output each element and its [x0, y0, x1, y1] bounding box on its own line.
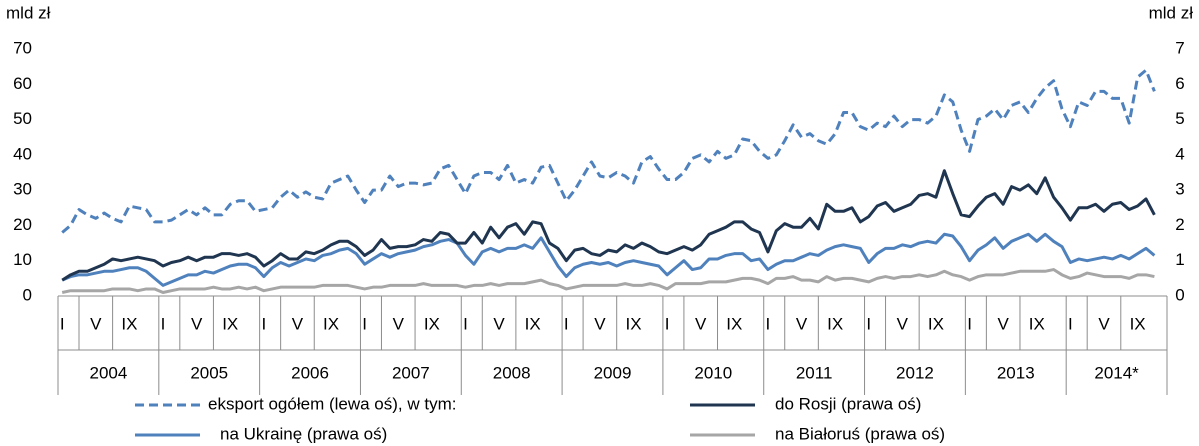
x-tick-label: V — [292, 314, 304, 333]
y-axis-label: mld zł — [6, 3, 51, 22]
x-tick-label: V — [695, 314, 707, 333]
y-tick-label: 50 — [13, 109, 32, 128]
x-tick-label: V — [997, 314, 1009, 333]
y-tick-label: 30 — [13, 180, 32, 199]
x-tick-label: V — [796, 314, 808, 333]
legend-label: na Białoruś (prawa oś) — [775, 424, 945, 443]
x-tick-label: IX — [525, 314, 541, 333]
y2-tick-label: 0 — [1175, 285, 1184, 304]
legend-label: na Ukrainę (prawa oś) — [220, 424, 387, 443]
x-tick-label: I — [564, 314, 569, 333]
x-tick-label: IX — [121, 314, 137, 333]
x-tick-label: V — [191, 314, 203, 333]
x-tick-label: I — [766, 314, 771, 333]
x-tick-label: I — [463, 314, 468, 333]
series-line — [61, 68, 1156, 234]
year-label: 2013 — [997, 363, 1035, 382]
x-tick-label: I — [967, 314, 972, 333]
x-tick-label: V — [1098, 314, 1110, 333]
x-tick-label: I — [60, 314, 65, 333]
x-tick-label: IX — [625, 314, 641, 333]
year-label: 2009 — [594, 363, 632, 382]
x-tick-label: IX — [424, 314, 440, 333]
y-tick-label: 0 — [23, 285, 32, 304]
y2-tick-label: 2 — [1175, 215, 1184, 234]
x-tick-label: V — [493, 314, 505, 333]
x-tick-label: V — [393, 314, 405, 333]
x-tick-label: I — [866, 314, 871, 333]
legend-label: eksport ogółem (lewa oś), w tym: — [208, 394, 456, 413]
year-label: 2006 — [291, 363, 329, 382]
y-tick-label: 10 — [13, 250, 32, 269]
y2-tick-label: 5 — [1175, 109, 1184, 128]
year-label: 2011 — [796, 363, 833, 382]
y2-axis-label: mld zł — [1149, 3, 1194, 22]
x-tick-label: I — [261, 314, 266, 333]
year-label: 2005 — [190, 363, 228, 382]
year-label: 2007 — [392, 363, 430, 382]
x-tick-label: IX — [827, 314, 843, 333]
x-tick-label: V — [90, 314, 102, 333]
x-tick-label: I — [1068, 314, 1073, 333]
year-label: 2010 — [694, 363, 732, 382]
x-tick-label: V — [897, 314, 909, 333]
x-tick-label: IX — [1130, 314, 1146, 333]
y2-tick-label: 3 — [1175, 180, 1184, 199]
y2-tick-label: 1 — [1175, 250, 1184, 269]
y2-tick-label: 4 — [1175, 144, 1184, 163]
x-tick-label: V — [594, 314, 606, 333]
series-line — [61, 232, 1156, 287]
x-tick-label: IX — [222, 314, 238, 333]
x-tick-label: IX — [1029, 314, 1045, 333]
year-label: 2014* — [1094, 363, 1139, 382]
series-line — [61, 268, 1155, 294]
y-tick-label: 60 — [13, 74, 32, 93]
x-tick-label: IX — [323, 314, 339, 333]
x-tick-label: IX — [928, 314, 944, 333]
y-tick-label: 40 — [13, 144, 32, 163]
x-tick-label: I — [362, 314, 367, 333]
year-label: 2004 — [89, 363, 127, 382]
x-tick-label: I — [665, 314, 670, 333]
y-tick-label: 70 — [13, 38, 32, 57]
x-tick-label: I — [161, 314, 166, 333]
y-tick-label: 20 — [13, 215, 32, 234]
x-tick-label: IX — [726, 314, 742, 333]
legend-label: do Rosji (prawa oś) — [775, 394, 921, 413]
y2-tick-label: 7 — [1175, 38, 1184, 57]
year-label: 2012 — [896, 363, 934, 382]
year-label: 2008 — [493, 363, 531, 382]
series-line — [61, 169, 1156, 282]
y2-tick-label: 6 — [1175, 74, 1184, 93]
